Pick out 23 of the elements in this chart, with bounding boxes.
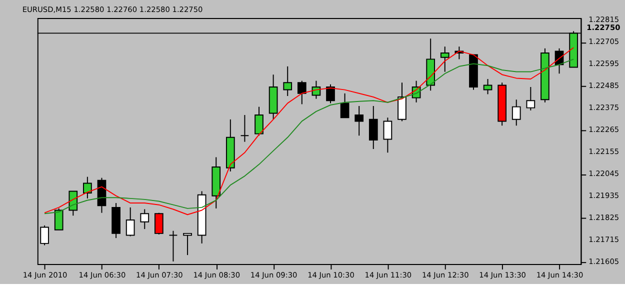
candlestick bbox=[126, 206, 135, 237]
candlestick bbox=[140, 208, 150, 230]
candlestick bbox=[183, 232, 192, 256]
candlestick bbox=[483, 78, 492, 95]
candlestick bbox=[154, 212, 164, 235]
candlestick bbox=[383, 117, 392, 154]
candlestick bbox=[526, 86, 536, 111]
candlestick bbox=[398, 82, 406, 122]
candlestick bbox=[340, 92, 350, 118]
candlestick bbox=[368, 106, 378, 150]
candlestick bbox=[283, 66, 292, 96]
candlestick bbox=[168, 230, 178, 262]
candlestick bbox=[512, 99, 521, 126]
candlestick bbox=[68, 190, 78, 216]
candlestick bbox=[54, 208, 64, 230]
candlestick bbox=[83, 176, 92, 199]
candlestick bbox=[297, 80, 306, 105]
candlestick bbox=[354, 106, 364, 136]
candlestick bbox=[40, 224, 49, 246]
candlestick bbox=[254, 106, 264, 136]
candlestick bbox=[440, 46, 450, 72]
candlestick bbox=[240, 114, 250, 142]
candlestick bbox=[326, 84, 335, 104]
